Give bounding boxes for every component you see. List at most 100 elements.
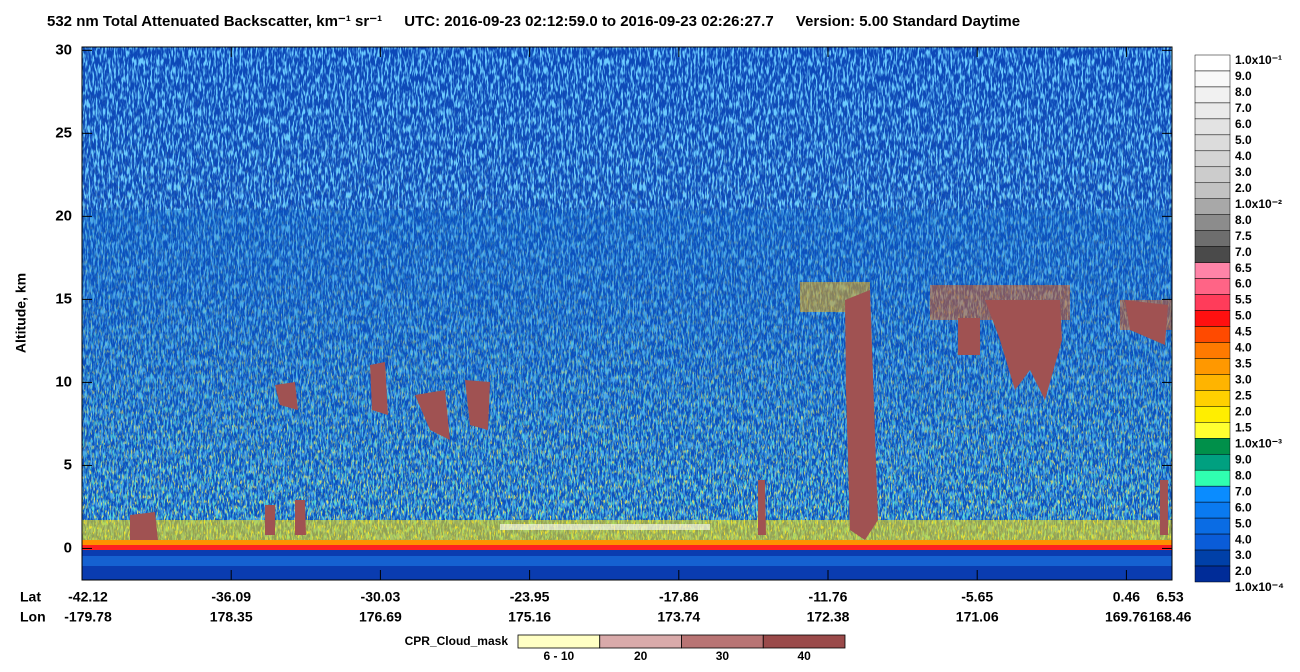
lat-tick-label: 6.53 — [1156, 589, 1183, 605]
colorbar-band — [1194, 230, 1231, 247]
colorbar-label: 4.0 — [1235, 341, 1252, 355]
version: Version: 5.00 Standard Daytime — [796, 13, 1020, 30]
cloud — [985, 300, 1062, 400]
colorbar-label: 4.0 — [1235, 149, 1252, 163]
colorbar-label: 2.0 — [1235, 181, 1252, 195]
colorbar-label: 6.0 — [1235, 500, 1252, 514]
mask-category: 6 - 10 — [544, 649, 575, 663]
colorbar-band — [1194, 166, 1231, 184]
lat-label: Lat — [20, 589, 41, 605]
clouds — [130, 290, 1168, 540]
chart-title: 532 nm Total Attenuated Backscatter, km⁻… — [47, 13, 1020, 30]
y-tick-label: 20 — [55, 207, 72, 224]
lat-tick-label: -11.76 — [809, 589, 848, 605]
colorbar-label: 5.0 — [1235, 309, 1252, 323]
boundary-layer — [82, 520, 1172, 542]
lon-tick-label: 178.35 — [210, 609, 253, 625]
y-tick-label: 5 — [64, 456, 72, 473]
lon-tick-label: 176.69 — [359, 609, 402, 625]
colorbar-band — [1194, 374, 1231, 391]
colorbar-band — [1194, 118, 1231, 136]
mask-label: CPR_Cloud_mask — [405, 634, 509, 648]
colorbar-band — [1194, 406, 1231, 423]
cloud — [415, 390, 450, 440]
colorbar-label: 1.0x10⁻⁴ — [1235, 580, 1284, 594]
lon-tick-label: 169.76 — [1105, 609, 1148, 625]
colorbar-label: 3.0 — [1235, 548, 1252, 562]
colorbar-label: 5.5 — [1235, 293, 1252, 307]
curtain — [82, 47, 1172, 580]
colorbar-band — [1194, 134, 1231, 152]
colorbar-band — [1194, 438, 1231, 455]
colorbar: 1.0x10⁻¹ 9.0 8.0 7.0 6.0 5.0 4.0 3.0 2.0 1.0x10⁻²… — [1194, 53, 1284, 594]
subtitle: UTC: 2016-09-23 02:12:59.0 to 2016-09-23… — [404, 13, 773, 30]
plot-frame — [81, 46, 1173, 581]
colorbar-label: 8.0 — [1235, 213, 1252, 227]
colorbar-band — [1194, 182, 1231, 199]
lon-tick-label: -179.78 — [64, 609, 112, 625]
y-tick-label: 10 — [55, 373, 72, 390]
colorbar-label: 1.0x10⁻¹ — [1235, 53, 1282, 67]
cloud-top — [500, 524, 710, 530]
lon-label: Lon — [20, 609, 46, 625]
colorbar-label: 5.0 — [1235, 133, 1252, 147]
colorbar-band — [1194, 533, 1231, 551]
y-tick-label: 25 — [55, 124, 72, 141]
lon-tick-label: 171.06 — [956, 609, 999, 625]
colorbar-label: 9.0 — [1235, 69, 1252, 83]
cloud — [1125, 300, 1168, 345]
y-axis: 0 5 10 15 20 25 30 — [55, 41, 1172, 556]
colorbar-label: 3.0 — [1235, 165, 1252, 179]
colorbar-label: 8.0 — [1235, 468, 1252, 482]
mask-category: 30 — [716, 649, 730, 663]
colorbar-band — [1194, 294, 1231, 311]
colorbar-label: 2.0 — [1235, 564, 1252, 578]
lat-tick-label: -42.12 — [68, 589, 108, 605]
mask-swatch — [681, 634, 764, 649]
mask-swatch — [762, 634, 846, 649]
colorbar-label: 5.0 — [1235, 516, 1252, 530]
colorbar-band — [1194, 342, 1231, 359]
colorbar-band — [1194, 86, 1231, 104]
colorbar-label: 4.0 — [1235, 532, 1252, 546]
colorbar-band — [1194, 326, 1231, 343]
y-tick-label: 30 — [55, 41, 72, 58]
lat-tick-label: -17.86 — [659, 589, 699, 605]
colorbar-label: 8.0 — [1235, 85, 1252, 99]
cloud — [130, 512, 158, 540]
y-axis-label: Altitude, km — [13, 273, 29, 353]
colorbar-band — [1194, 310, 1231, 327]
colorbar-band — [1194, 246, 1231, 263]
lon-tick-label: 173.74 — [657, 609, 700, 625]
colorbar-band — [1194, 469, 1231, 487]
mask-swatch — [599, 634, 682, 649]
mask-legend: 6 - 10 20 30 40 — [517, 634, 846, 663]
surface-band — [82, 545, 1172, 550]
colorbar-band — [1194, 150, 1231, 168]
colorbar-band — [1194, 549, 1231, 567]
colorbar-label: 6.0 — [1235, 117, 1252, 131]
title: 532 nm Total Attenuated Backscatter, km⁻… — [47, 13, 382, 30]
colorbar-band — [1194, 390, 1231, 407]
colorbar-band — [1194, 54, 1231, 72]
colorbar-band — [1194, 214, 1231, 231]
mask-category: 20 — [634, 649, 648, 663]
colorbar-label: 6.5 — [1235, 261, 1252, 275]
colorbar-label: 7.0 — [1235, 484, 1252, 498]
lat-tick-label: -23.95 — [510, 589, 550, 605]
lat-tick-label: -30.03 — [361, 589, 401, 605]
colorbar-band — [1194, 453, 1231, 471]
colorbar-band — [1194, 70, 1231, 88]
colorbar-band — [1194, 262, 1231, 279]
y-tick-label: 0 — [64, 539, 72, 556]
colorbar-band — [1194, 198, 1231, 215]
lat-tick-label: -36.09 — [211, 589, 251, 605]
cloud — [370, 362, 388, 415]
cloud — [958, 318, 980, 355]
colorbar-band — [1194, 422, 1231, 439]
cloud — [845, 290, 878, 540]
colorbar-label: 4.5 — [1235, 325, 1252, 339]
colorbar-label: 7.0 — [1235, 245, 1252, 259]
cloud — [275, 382, 298, 410]
lon-tick-label: 172.38 — [807, 609, 850, 625]
